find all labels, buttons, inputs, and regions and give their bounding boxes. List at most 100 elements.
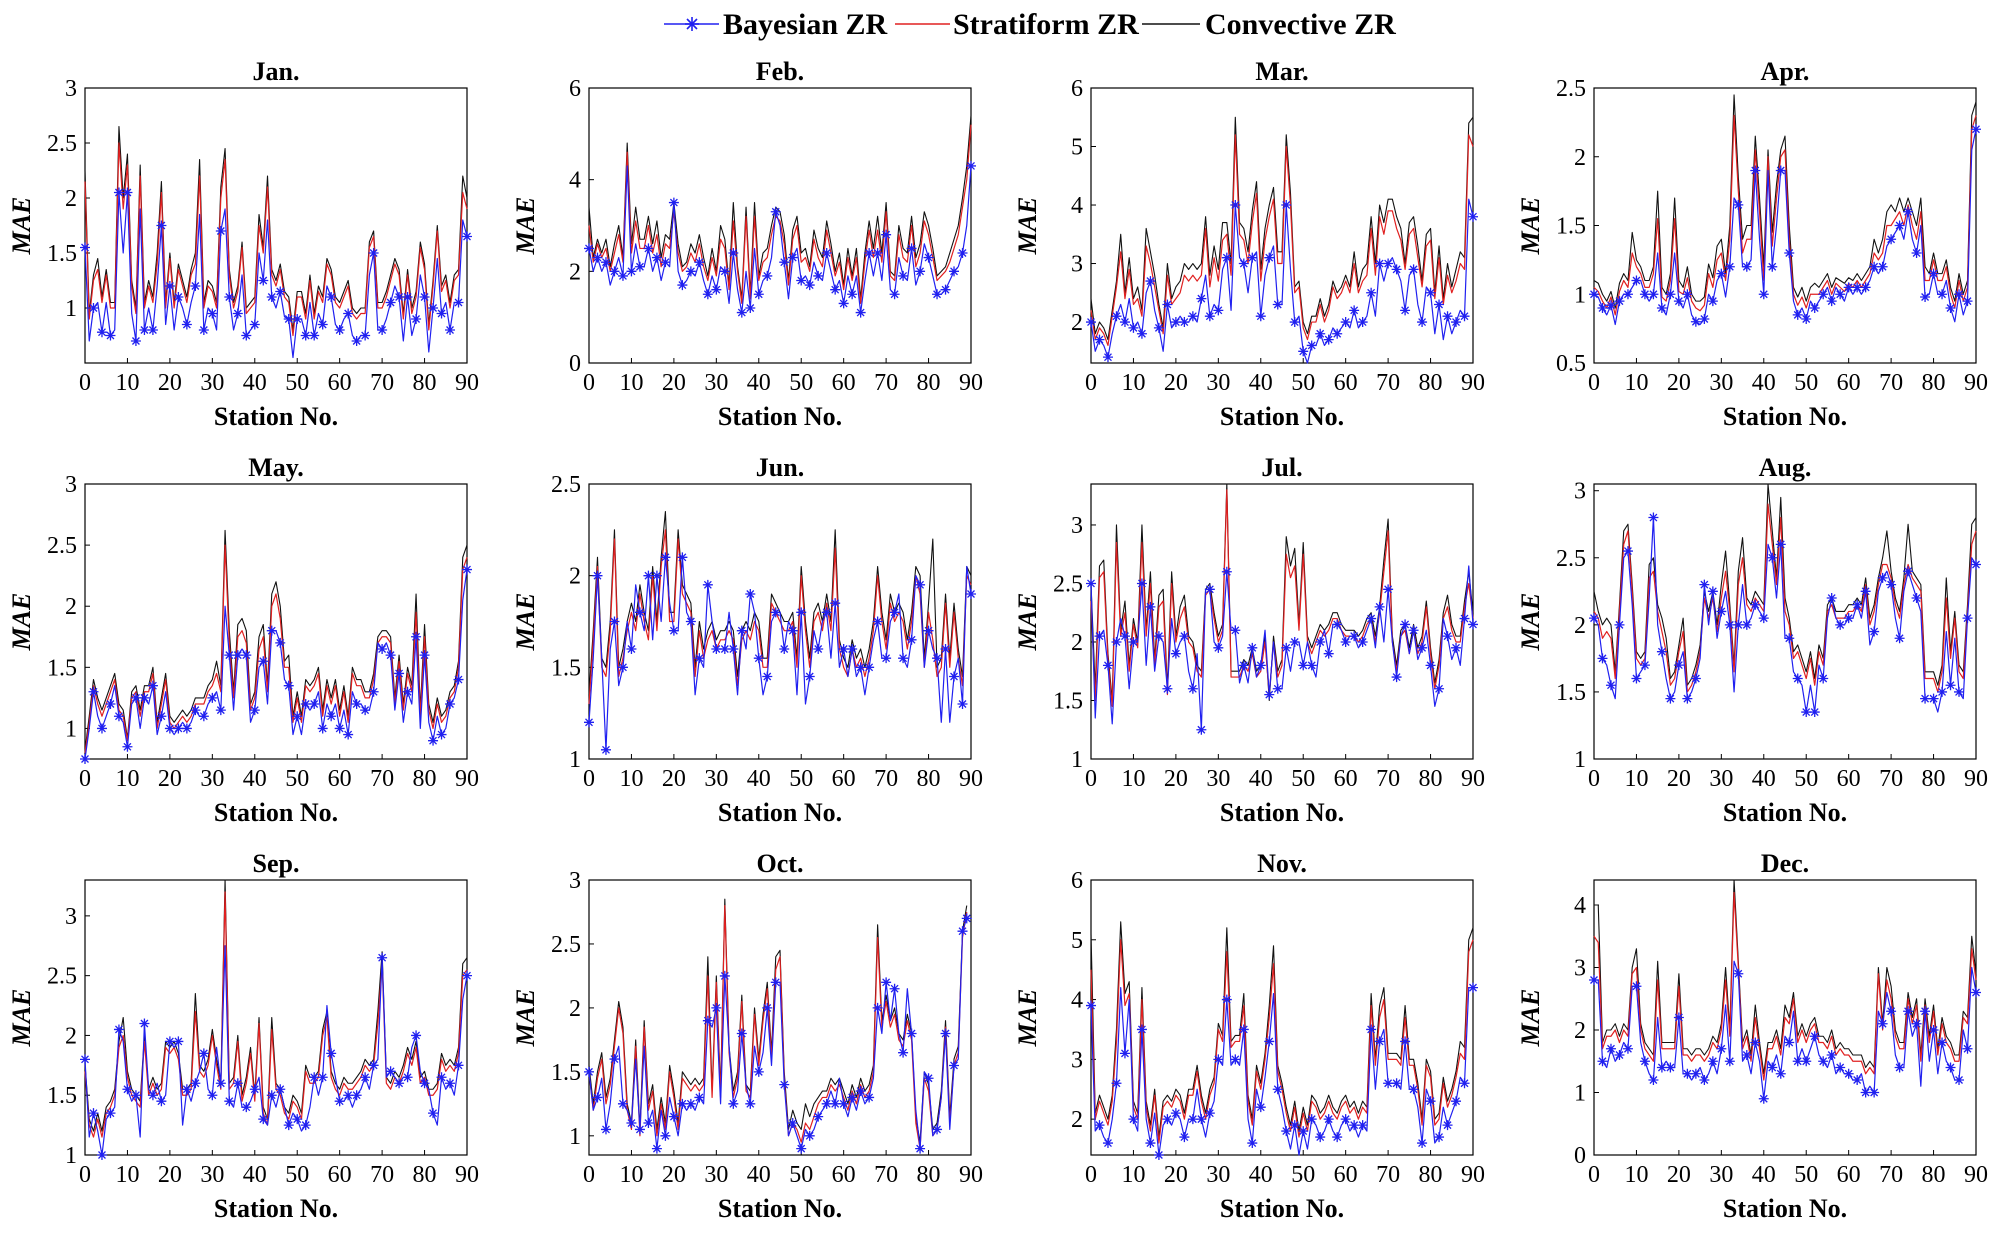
y-axis-label: MAE — [1516, 197, 1545, 256]
x-tick-label: 0 — [79, 370, 91, 396]
x-tick-label: 30 — [200, 370, 224, 396]
data-point-marker — [190, 1078, 201, 1089]
series-line — [84, 945, 468, 1156]
data-point-marker — [813, 644, 824, 654]
data-point-marker — [1298, 660, 1309, 671]
y-tick-label: 3 — [65, 904, 77, 930]
data-point-marker — [1332, 328, 1343, 339]
data-point-marker — [668, 1111, 679, 1122]
y-tick-label: 2.5 — [1053, 571, 1083, 597]
series-line — [1593, 94, 1977, 309]
data-point-marker — [1852, 599, 1863, 610]
data-point-marker — [411, 631, 422, 642]
series-line — [1594, 879, 1977, 1075]
data-point-marker — [224, 1096, 235, 1107]
data-point-marker — [804, 1130, 815, 1141]
x-tick-label: 70 — [1376, 370, 1400, 396]
data-point-marker — [634, 261, 645, 272]
series-line — [1593, 516, 1977, 713]
data-point-marker — [1920, 1006, 1931, 1017]
data-point-marker — [1230, 625, 1241, 636]
data-point-marker — [753, 653, 764, 664]
y-axis-label: MAE — [1013, 989, 1042, 1048]
x-tick-label: 20 — [158, 1162, 182, 1188]
panel-sep: Sep. 0 10 20 30 40 50 60 70 80 90 1 1.5 2 2.5 3 Station … — [7, 849, 479, 1223]
data-point-marker — [1408, 264, 1419, 275]
y-tick-label: 1 — [1574, 747, 1586, 773]
data-point-marker — [1170, 648, 1181, 659]
data-point-marker — [651, 570, 662, 581]
series-convective-zr — [1593, 94, 1977, 309]
data-point-marker — [88, 303, 99, 313]
data-point-marker — [122, 187, 133, 198]
data-point-marker — [130, 692, 141, 703]
data-point-marker — [1298, 346, 1309, 357]
data-point-marker — [122, 1084, 133, 1095]
data-point-marker — [300, 1120, 311, 1131]
data-point-marker — [1162, 683, 1173, 694]
y-tick-label: 1.5 — [47, 241, 77, 267]
x-tick-label: 20 — [1667, 1162, 1691, 1188]
data-point-marker — [1119, 1048, 1130, 1059]
data-point-marker — [830, 598, 841, 609]
data-point-marker — [198, 711, 209, 722]
y-tick-label: 1 — [1574, 282, 1586, 308]
data-point-marker — [1459, 613, 1470, 624]
series-bayesian-zr — [80, 945, 472, 1160]
data-point-marker — [164, 281, 175, 291]
data-point-marker — [292, 314, 303, 324]
data-point-marker — [1383, 258, 1394, 269]
data-point-marker — [360, 705, 371, 716]
data-point-marker — [1733, 968, 1744, 979]
series-convective-zr — [1593, 483, 1977, 686]
data-point-marker — [428, 303, 439, 313]
data-point-marker — [385, 297, 396, 308]
data-point-marker — [694, 1092, 705, 1103]
data-point-marker — [915, 579, 926, 590]
data-point-marker — [1366, 1024, 1377, 1035]
data-point-marker — [334, 325, 345, 335]
panel-nov: Nov. 0 10 20 30 40 50 60 70 80 90 2 3 4 5 6 Station No. M… — [1013, 849, 1485, 1223]
data-point-marker — [1315, 1132, 1326, 1143]
panel-feb: Feb. 0 10 20 30 40 50 60 70 80 90 0 2 4 6 Station No. MA… — [511, 57, 983, 431]
x-tick-label: 80 — [413, 766, 437, 792]
series-line — [1593, 114, 1977, 316]
data-point-marker — [1417, 642, 1428, 653]
series-convective-zr — [1090, 483, 1474, 702]
data-point-marker — [1716, 268, 1727, 279]
data-point-marker — [1903, 206, 1914, 217]
data-point-marker — [1741, 1050, 1752, 1060]
data-point-marker — [1733, 199, 1744, 210]
data-point-marker — [643, 570, 654, 581]
data-point-marker — [711, 644, 722, 654]
data-point-marker — [1408, 625, 1419, 636]
data-point-marker — [1221, 252, 1232, 263]
x-tick-label: 40 — [1249, 1162, 1273, 1188]
data-point-marker — [1716, 606, 1727, 617]
y-axis-label: MAE — [511, 593, 540, 652]
data-point-marker — [309, 330, 320, 341]
data-point-marker — [881, 229, 892, 240]
y-tick-label: 6 — [1071, 76, 1083, 102]
y-tick-label: 1.5 — [551, 655, 581, 681]
x-tick-label: 0 — [1085, 766, 1097, 792]
data-point-marker — [770, 607, 781, 618]
data-point-marker — [1289, 636, 1300, 647]
x-tick-label: 50 — [1291, 370, 1315, 396]
data-point-marker — [96, 1150, 107, 1160]
y-tick-label: 6 — [1071, 868, 1083, 894]
data-point-marker — [1102, 352, 1113, 363]
x-tick-label: 70 — [874, 766, 898, 792]
data-point-marker — [1417, 317, 1428, 328]
data-point-marker — [351, 699, 362, 709]
series-bayesian-zr — [1589, 512, 1981, 718]
series-convective-zr — [1594, 879, 1977, 1075]
x-tick-label: 70 — [370, 1162, 394, 1188]
data-point-marker — [889, 607, 900, 618]
data-point-marker — [1741, 261, 1752, 272]
data-point-marker — [762, 671, 773, 682]
data-point-marker — [1767, 552, 1778, 563]
data-point-marker — [1340, 1114, 1351, 1125]
panel-dec: Dec. 0 10 20 30 40 50 60 70 80 90 0 1 2 3 4 Station No. M… — [1516, 849, 1988, 1223]
data-point-marker — [600, 1124, 611, 1135]
